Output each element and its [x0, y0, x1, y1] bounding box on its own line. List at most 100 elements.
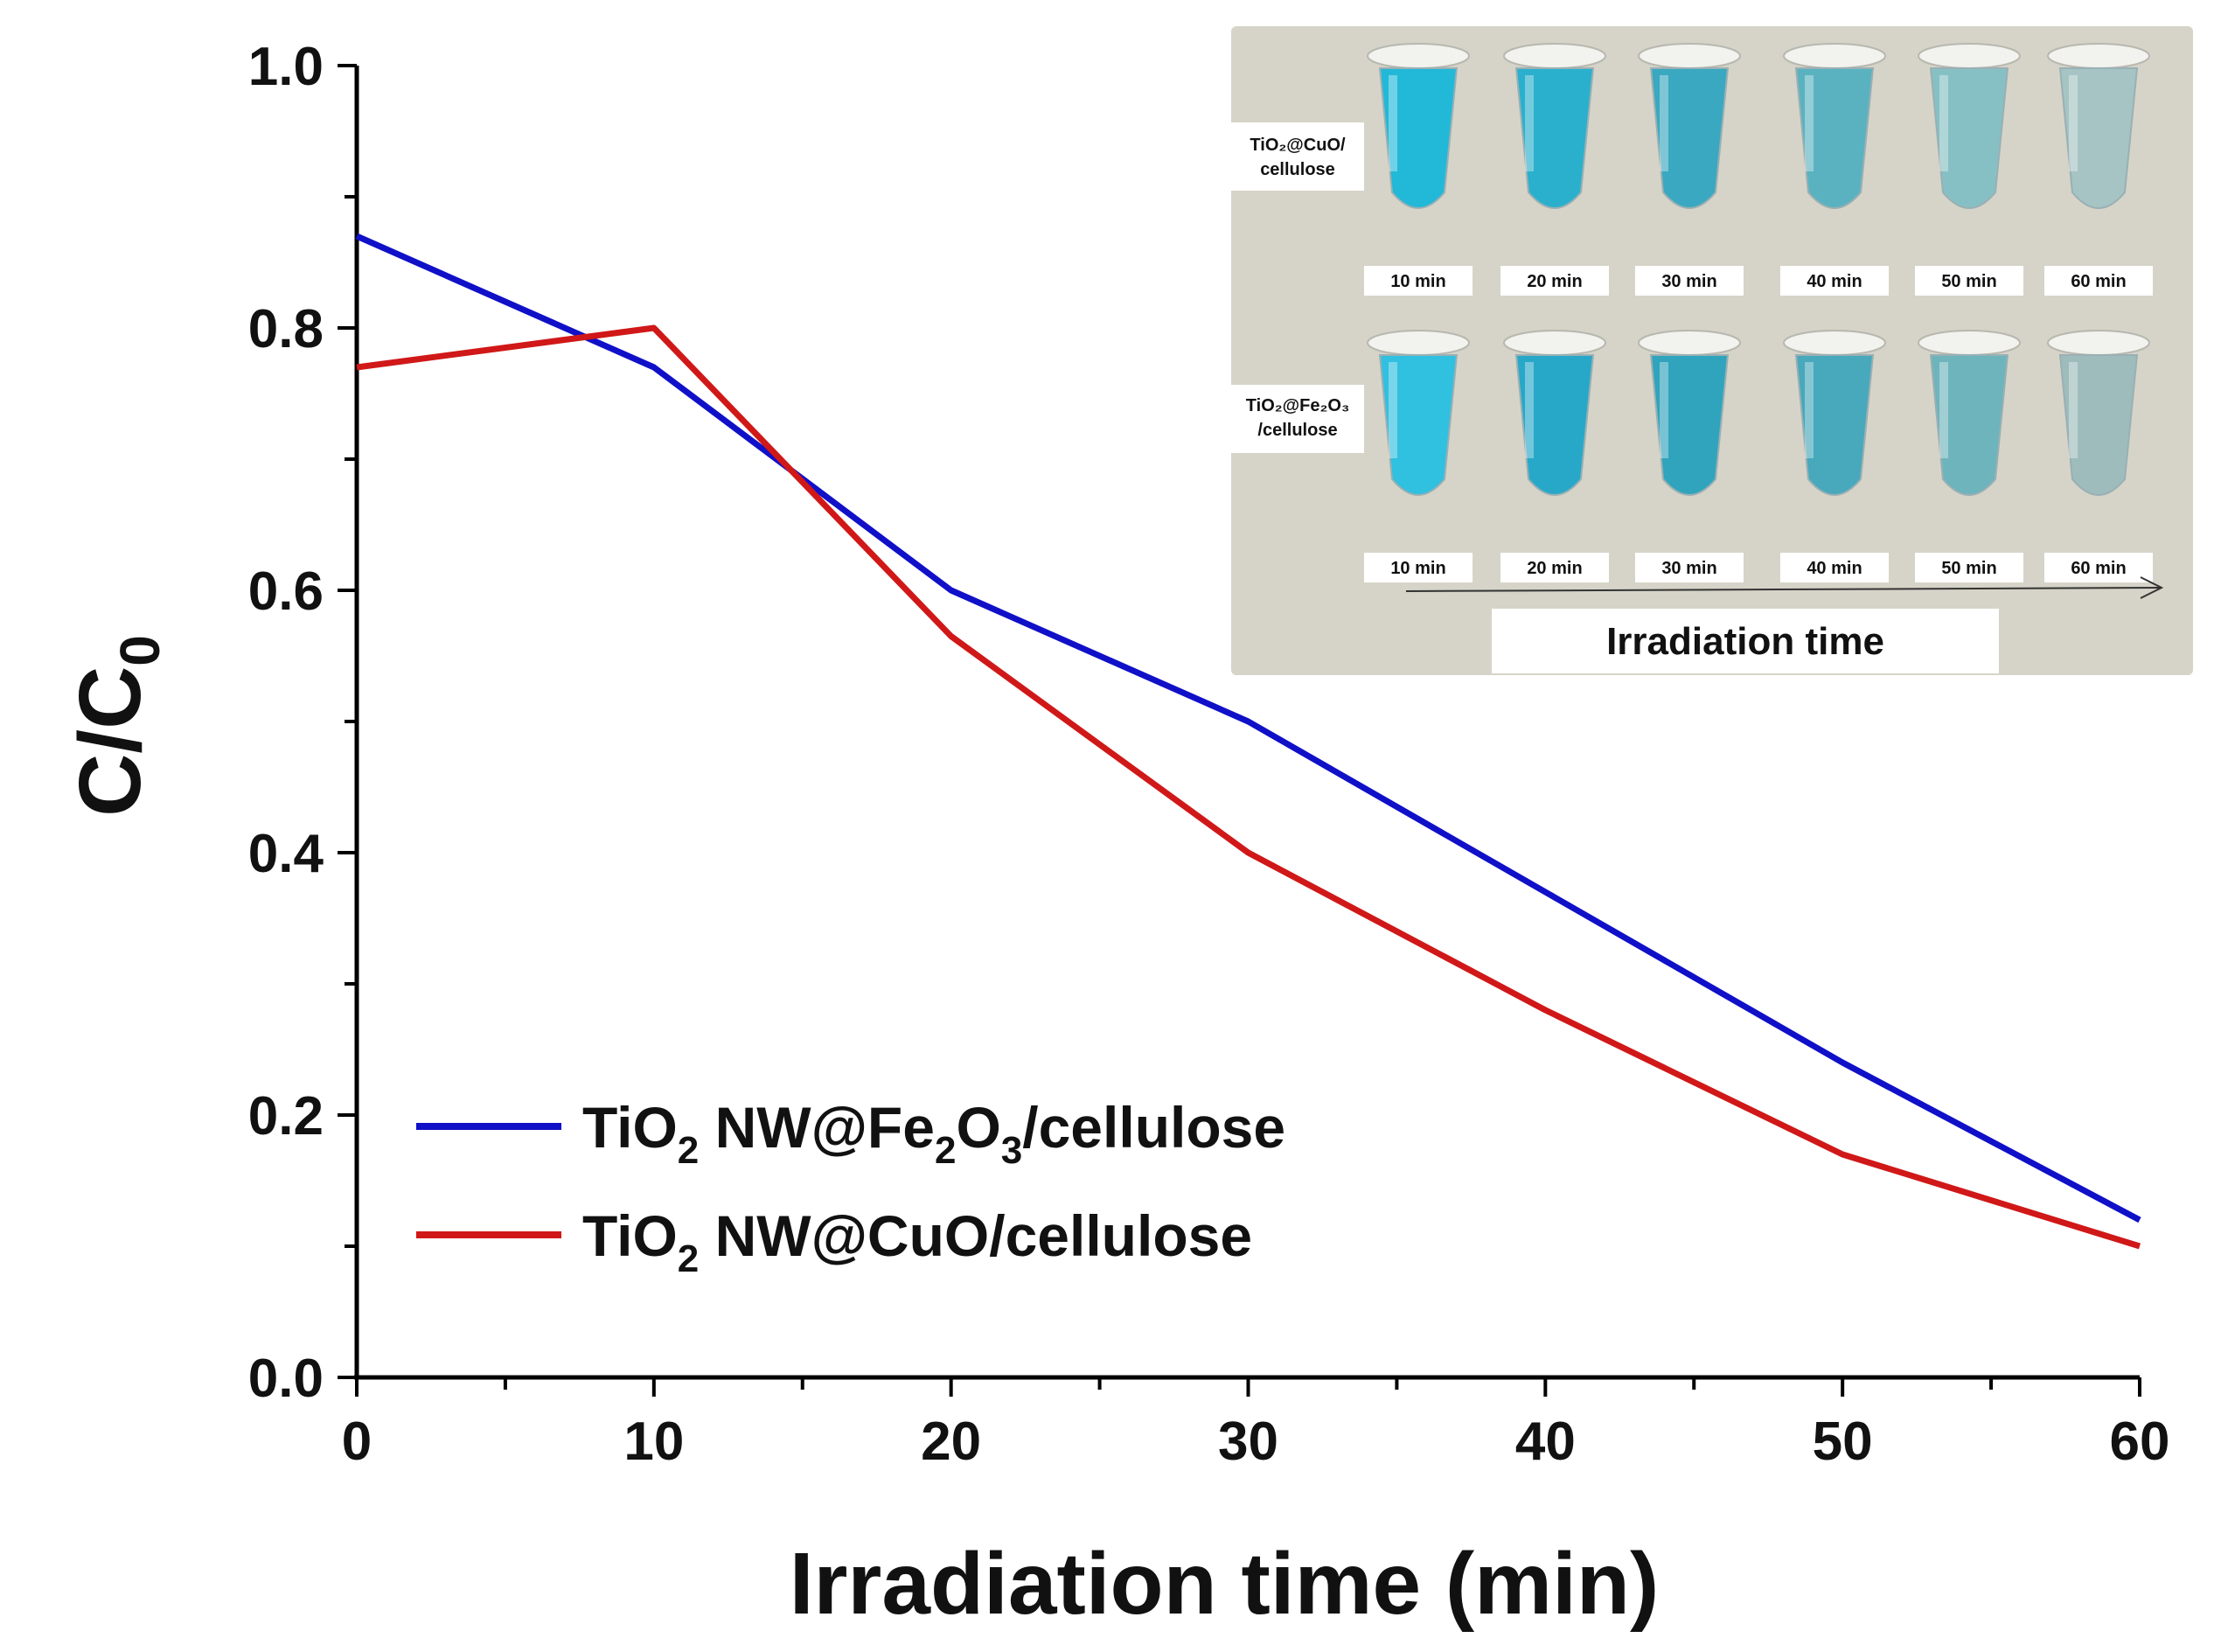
vial-cap [2047, 43, 2150, 69]
y-tick-label: 0.4 [248, 824, 324, 884]
inset-row2-label-box [1231, 385, 1364, 453]
series-line-1 [355, 233, 2141, 1223]
y-axis-title-text: C/C0 [61, 635, 171, 817]
inset-time-box [1500, 553, 1609, 582]
y-axis-title: C/C0 [61, 635, 171, 817]
inset-time-label-row1: 20 min [1527, 272, 1582, 291]
legend-subscript: 2 [678, 1237, 699, 1280]
vial-body [1649, 67, 1730, 209]
legend-text-part: /cellulose [1022, 1095, 1285, 1160]
vial-row2-4 [1783, 330, 1886, 496]
inset-row2-label-line2: /cellulose [1257, 421, 1337, 440]
x-axis-title: Irradiation time (min) [790, 1535, 1660, 1633]
inset-time-label-row1: 50 min [1941, 272, 1996, 291]
vial-highlight [2069, 362, 2078, 458]
vial-highlight [1389, 362, 1397, 458]
vial-highlight [1939, 75, 1948, 171]
vial-row2-3 [1638, 330, 1741, 496]
vial-body [1378, 67, 1459, 209]
inset-time-label-row2: 20 min [1527, 559, 1582, 578]
vial-body [1514, 67, 1595, 209]
inset-photo: 10 min 10 min 20 min 20 min 30 min 30 min 40 m… [1231, 26, 2193, 675]
legend-subscript: 2 [935, 1129, 956, 1172]
y-tick-label: 0.2 [248, 1086, 324, 1147]
vial-highlight [1805, 75, 1814, 171]
vial-highlight [1525, 362, 1534, 458]
inset-time-box [2044, 266, 2153, 296]
vial-body [1929, 67, 2009, 209]
legend-label-2: TiO2 NW@CuO/cellulose [582, 1203, 1252, 1280]
inset-arrow-head [2140, 576, 2164, 599]
inset-time-label-row2: 60 min [2071, 559, 2126, 578]
y-tick-label: 1.0 [248, 37, 324, 97]
inset-time-label-row1: 30 min [1661, 272, 1716, 291]
vial-cap [2047, 330, 2150, 356]
inset-time-box [1635, 266, 1744, 296]
inset-vials: 10 min 10 min 20 min 20 min 30 min 30 min 40 m… [1364, 43, 2153, 582]
vial-row2-6 [2047, 330, 2150, 496]
vial-row2-1 [1367, 330, 1470, 496]
inset-time-label-row2: 30 min [1661, 559, 1716, 578]
vial-cap [1783, 43, 1886, 69]
x-tick-label: 20 [921, 1412, 981, 1472]
vial-row1-1 [1367, 43, 1470, 209]
vial-row2-5 [1918, 330, 2021, 496]
inset-time-box [1635, 553, 1744, 582]
x-tick-label: 50 [1813, 1412, 1873, 1472]
vial-row1-3 [1638, 43, 1741, 209]
x-tick-label: 60 [2110, 1412, 2170, 1472]
inset-title-box [1492, 609, 1999, 673]
legend-text-part: NW@Fe [699, 1095, 935, 1160]
vial-cap [1503, 43, 1606, 69]
y-axis-title-subscript: 0 [108, 635, 171, 666]
y-tick-label: 0.8 [248, 299, 324, 359]
vial-cap [1367, 43, 1470, 69]
series-lines [355, 233, 2141, 1250]
vial-body [2058, 354, 2139, 496]
inset-row1-label-line1: TiO₂@CuO/ [1250, 136, 1346, 155]
inset-time-box [1500, 266, 1609, 296]
vial-row1-2 [1503, 43, 1606, 209]
vial-cap [1783, 330, 1886, 356]
vial-highlight [1525, 75, 1534, 171]
vial-row1-6 [2047, 43, 2150, 209]
inset-time-label-row1: 60 min [2071, 272, 2126, 291]
vial-row1-4 [1783, 43, 1886, 209]
y-ticks: 0.0 0.2 0.4 0.6 0.8 1.0 [248, 37, 357, 1409]
y-axis-title-main: C/C [61, 666, 159, 817]
vial-highlight [2069, 75, 2078, 171]
vial-body [1378, 354, 1459, 496]
y-tick-label: 0.6 [248, 561, 324, 622]
x-ticks: 0 10 20 30 40 50 60 [342, 1377, 2170, 1472]
inset-time-label-row2: 40 min [1807, 559, 1862, 578]
vial-body [1514, 354, 1595, 496]
x-tick-label: 10 [623, 1412, 684, 1472]
vial-body [1929, 354, 2009, 496]
legend-subscript: 3 [1001, 1129, 1022, 1172]
legend-label-1: TiO2 NW@Fe2O3/cellulose [582, 1095, 1285, 1172]
inset-row2-label-line1: TiO₂@Fe₂O₃ [1246, 396, 1349, 415]
inset-row1-label-box [1231, 122, 1364, 191]
inset-time-label-row2: 50 min [1941, 559, 1996, 578]
x-tick-label: 30 [1218, 1412, 1278, 1472]
vial-cap [1918, 330, 2021, 356]
inset-time-label-row1: 10 min [1390, 272, 1445, 291]
inset-time-box [1915, 553, 2023, 582]
vial-cap [1918, 43, 2021, 69]
vial-cap [1503, 330, 1606, 356]
legend-text-part: TiO [582, 1095, 678, 1160]
vial-cap [1638, 43, 1741, 69]
vial-highlight [1660, 362, 1668, 458]
vial-cap [1638, 330, 1741, 356]
vial-body [2058, 67, 2139, 209]
inset-time-box [1780, 553, 1889, 582]
x-tick-label: 0 [342, 1412, 372, 1472]
vial-highlight [1389, 75, 1397, 171]
vial-highlight [1939, 362, 1948, 458]
series-line-2 [356, 324, 2141, 1250]
x-tick-label: 40 [1515, 1412, 1576, 1472]
legend-text-part: O [956, 1095, 1000, 1160]
vial-highlight [1805, 362, 1814, 458]
